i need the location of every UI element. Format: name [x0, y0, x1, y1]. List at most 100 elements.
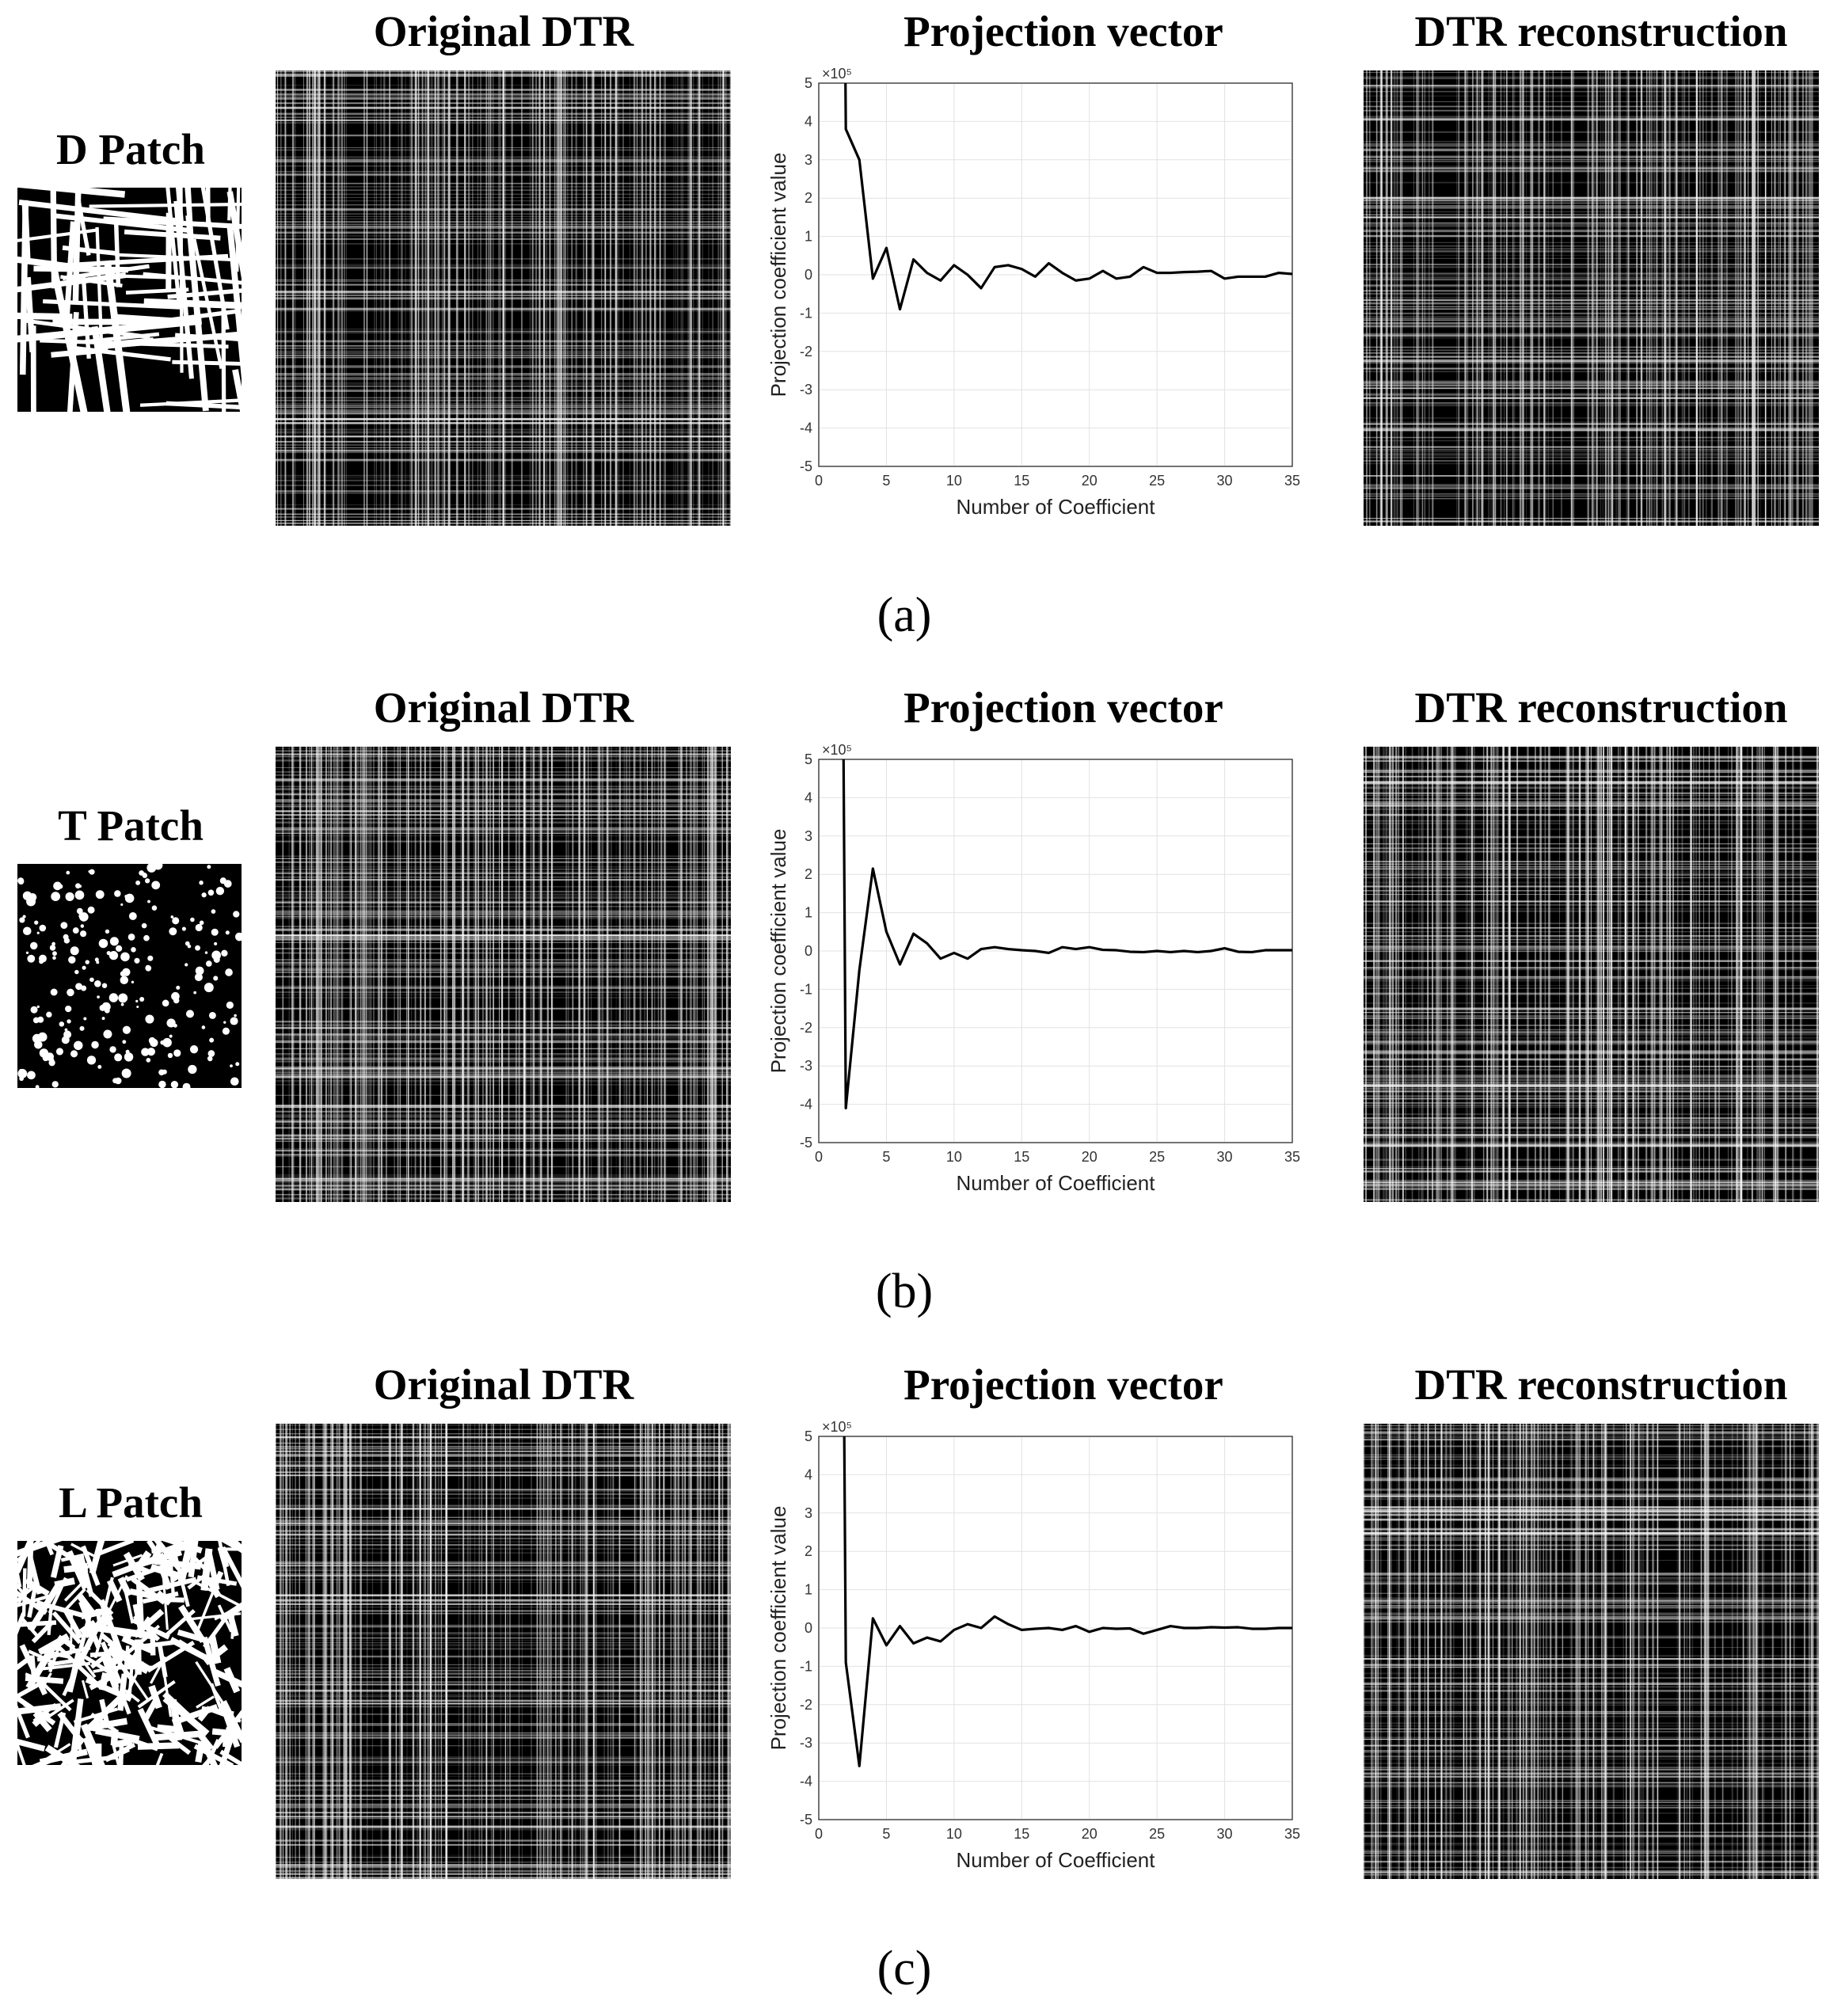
patch-stroke	[107, 1641, 152, 1671]
patch-dot	[97, 995, 100, 998]
patch-stroke	[162, 1609, 196, 1639]
patch-dot	[207, 1056, 213, 1062]
chart-title: Projection vector	[903, 683, 1223, 732]
y-tick-label: -2	[800, 344, 812, 359]
patch-stroke	[192, 238, 223, 370]
patch-stroke	[62, 1679, 73, 1697]
patch-stroke	[19, 1644, 48, 1696]
y-multiplier: ×10⁵	[822, 742, 852, 758]
patch-dot	[27, 954, 36, 963]
patch-dot	[60, 922, 68, 930]
patch-stroke	[17, 1612, 26, 1635]
patch-stroke	[223, 1667, 241, 1694]
patch-dot	[173, 1023, 177, 1028]
patch-stroke	[155, 1752, 164, 1765]
patch-dot	[95, 890, 105, 900]
y-tick-label: 4	[805, 1466, 812, 1482]
dtr-reconstruction-image	[1364, 70, 1819, 526]
patch-dot	[26, 896, 36, 907]
patch-dot	[64, 1028, 68, 1032]
patch-stroke	[63, 1582, 83, 1602]
x-tick-label: 5	[882, 1149, 890, 1165]
patch-dot	[89, 869, 95, 875]
patch-stroke	[17, 1565, 22, 1588]
patch-label: T Patch	[58, 801, 204, 850]
patch-stroke	[196, 1587, 216, 1631]
patch-stroke	[208, 1635, 222, 1664]
patch-dot	[74, 890, 85, 900]
patch-stroke	[196, 1732, 215, 1752]
patch-stroke	[17, 1705, 30, 1739]
patch-stroke	[17, 1585, 36, 1603]
patch-dot	[48, 1059, 55, 1067]
patch-dot	[184, 941, 190, 946]
patch-dot	[116, 945, 123, 952]
patch-stroke	[39, 1649, 69, 1659]
patch-dot	[65, 1005, 72, 1013]
patch-stroke	[150, 1627, 156, 1656]
y-tick-label: -4	[800, 1097, 812, 1113]
patch-dot	[153, 864, 163, 870]
plot-frame	[818, 82, 1293, 467]
patch-dot	[112, 1078, 118, 1084]
patch-dot	[170, 915, 174, 919]
patch-dot	[134, 957, 140, 964]
patch-dot	[141, 922, 147, 929]
dtr-original-image	[276, 747, 731, 1202]
patch-dot	[70, 946, 79, 956]
patch-dot	[151, 881, 161, 890]
patch-dot	[86, 1056, 97, 1065]
patch-dot	[49, 945, 56, 951]
patch-dot	[122, 1040, 127, 1044]
y-axis-label: Projection coefficient value	[767, 829, 790, 1074]
patch-dot	[35, 1085, 40, 1088]
patch-dot	[34, 1039, 41, 1046]
caption: (b)	[876, 1265, 933, 1318]
patch-stroke	[97, 1541, 135, 1556]
patch-stroke	[196, 1695, 215, 1709]
patch-stroke	[230, 1611, 235, 1639]
patch-stroke	[168, 1548, 176, 1599]
patch-stroke	[97, 337, 154, 350]
chart-title: Projection vector	[903, 1360, 1223, 1409]
patch-dot	[67, 1019, 71, 1024]
patch-dot	[147, 900, 150, 903]
patch-dot	[204, 983, 214, 993]
patch-stroke	[195, 1740, 205, 1763]
patch-dot	[201, 1025, 206, 1029]
patch-dot	[51, 892, 61, 902]
patch-stroke	[203, 1613, 230, 1649]
patch-dot	[169, 1034, 173, 1038]
x-tick-label: 5	[882, 1826, 890, 1842]
patch-dot	[59, 1021, 65, 1027]
y-tick-label: 4	[805, 113, 812, 129]
patch-dot	[233, 911, 240, 918]
x-tick-label: 35	[1284, 473, 1300, 489]
patch-dot	[36, 931, 40, 934]
x-tick-label: 10	[946, 1826, 962, 1842]
patch-dot	[65, 892, 74, 901]
x-axis-label: Number of Coefficient	[957, 495, 1156, 519]
patch-dot	[79, 1025, 85, 1031]
patch-stroke	[171, 1704, 219, 1726]
patch-dot	[219, 877, 226, 884]
x-tick-label: 25	[1149, 473, 1165, 489]
patch-stroke	[39, 1679, 72, 1712]
patch-dot	[82, 965, 86, 970]
patch-stroke	[204, 1739, 221, 1765]
patch-stroke	[70, 1542, 101, 1561]
patch-dot	[74, 1040, 83, 1051]
patch-stroke	[69, 1717, 82, 1765]
patch-dot	[94, 957, 99, 962]
patch-stroke	[17, 317, 203, 343]
patch-stroke	[74, 1727, 82, 1752]
y-tick-label: -3	[800, 382, 812, 397]
patch-dot	[211, 950, 222, 960]
patch-dot	[52, 956, 56, 960]
patch-stroke	[191, 1612, 242, 1621]
patch-stroke	[17, 1702, 62, 1715]
patch-dot	[120, 976, 128, 985]
y-tick-label: -4	[800, 1774, 812, 1790]
dtr-original-image	[276, 70, 731, 526]
patch-stroke	[200, 188, 230, 330]
